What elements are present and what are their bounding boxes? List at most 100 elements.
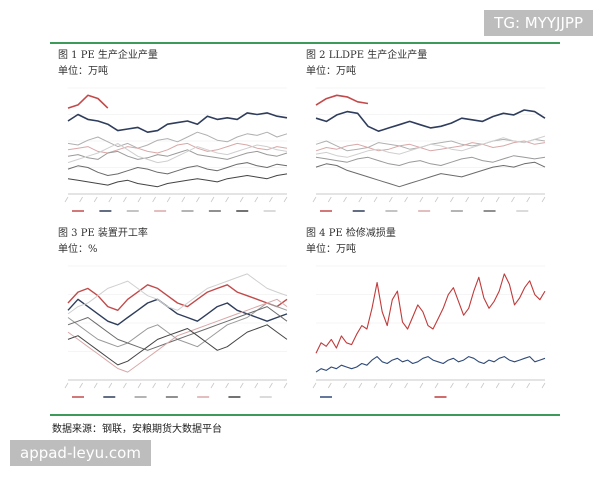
- x-tick: [196, 382, 200, 389]
- x-tick: [64, 196, 69, 203]
- x-tick: [137, 382, 142, 389]
- series-line-1: [67, 94, 109, 109]
- x-tick: [465, 196, 470, 203]
- x-tick: [283, 196, 288, 203]
- x-tick: [269, 196, 273, 203]
- x-tick: [511, 382, 515, 389]
- x-tick: [373, 196, 378, 203]
- x-tick: [526, 382, 531, 389]
- series-line-3: [67, 302, 288, 348]
- series-line-1: [315, 94, 369, 106]
- series-line-4: [67, 142, 288, 154]
- series-line-4: [315, 140, 546, 152]
- x-tick: [64, 382, 69, 389]
- series-line-7: [67, 273, 288, 315]
- series-line-2: [315, 109, 546, 133]
- x-tick: [108, 196, 113, 203]
- bottom-divider: [50, 414, 560, 416]
- source-note: 数据来源：钢联，安粮期货大数据平台: [52, 424, 222, 435]
- x-tick: [312, 382, 317, 389]
- x-tick: [450, 382, 454, 389]
- x-tick: [283, 382, 288, 389]
- series-line-5: [67, 298, 288, 373]
- x-tick: [254, 382, 259, 389]
- x-tick: [269, 382, 273, 389]
- series-line-1: [67, 284, 288, 311]
- series-line-5: [315, 155, 546, 166]
- series-line-6: [67, 324, 288, 366]
- panel-3-title: 图 3 PE 装置开工率: [58, 228, 148, 239]
- x-tick: [152, 196, 156, 203]
- chart-1: [58, 80, 293, 220]
- x-tick: [152, 382, 156, 389]
- chart-3-svg: [64, 265, 288, 398]
- series-line-7: [67, 173, 288, 188]
- x-tick: [108, 382, 113, 389]
- panel-2-unit: 单位：万吨: [306, 66, 356, 77]
- panel-3-unit: 单位：%: [58, 244, 98, 255]
- chart-2-svg: [312, 87, 546, 212]
- series-line-6: [67, 162, 288, 176]
- chart-3: [58, 258, 293, 406]
- x-tick: [239, 382, 244, 389]
- x-tick: [404, 196, 408, 203]
- x-tick: [450, 196, 454, 203]
- x-tick: [343, 196, 347, 203]
- series-line-6: [315, 161, 546, 188]
- series-line-7: [315, 135, 546, 158]
- panel-1-unit: 单位：万吨: [58, 66, 108, 77]
- x-tick: [388, 382, 393, 389]
- series-line-4: [67, 306, 288, 351]
- series-line-3: [67, 131, 288, 149]
- x-tick: [93, 382, 98, 389]
- x-tick: [526, 196, 531, 203]
- x-tick: [210, 196, 215, 203]
- x-tick: [181, 196, 186, 203]
- panel-4-title: 图 4 PE 检修减损量: [306, 228, 396, 239]
- x-tick: [373, 382, 378, 389]
- x-tick: [239, 196, 244, 203]
- x-tick: [225, 382, 229, 389]
- x-tick: [358, 382, 363, 389]
- x-tick: [93, 196, 98, 203]
- x-tick: [312, 196, 317, 203]
- x-tick: [225, 196, 229, 203]
- x-tick: [419, 382, 424, 389]
- series-line-1: [315, 356, 546, 373]
- x-tick: [166, 196, 171, 203]
- series-line-5: [67, 149, 288, 160]
- x-tick: [511, 196, 515, 203]
- series-line-2: [315, 273, 546, 354]
- panel-2-title: 图 2 LLDPE 生产企业产量: [306, 50, 428, 61]
- x-tick: [79, 196, 83, 203]
- x-tick: [327, 382, 332, 389]
- x-tick: [79, 382, 83, 389]
- x-tick: [541, 196, 546, 203]
- chart-1-svg: [64, 87, 288, 212]
- x-tick: [541, 382, 546, 389]
- watermark-bottom: appad-leyu.com: [10, 440, 151, 466]
- x-tick: [210, 382, 215, 389]
- x-tick: [358, 196, 363, 203]
- chart-4: [306, 258, 551, 406]
- x-tick: [404, 382, 408, 389]
- x-tick: [388, 196, 393, 203]
- x-tick: [419, 196, 424, 203]
- x-tick: [123, 382, 127, 389]
- series-line-2: [67, 112, 288, 134]
- panel-1-title: 图 1 PE 生产企业产量: [58, 50, 158, 61]
- x-tick: [123, 196, 127, 203]
- series-line-8: [67, 142, 288, 164]
- x-tick: [181, 382, 186, 389]
- x-tick: [480, 196, 485, 203]
- x-tick: [434, 196, 439, 203]
- x-tick: [166, 382, 171, 389]
- x-tick: [495, 196, 500, 203]
- watermark-top: TG: MYYJJPP: [484, 10, 593, 36]
- chart-2: [306, 80, 551, 220]
- x-tick: [343, 382, 347, 389]
- x-tick: [327, 196, 332, 203]
- x-tick: [495, 382, 500, 389]
- top-divider: [50, 42, 560, 44]
